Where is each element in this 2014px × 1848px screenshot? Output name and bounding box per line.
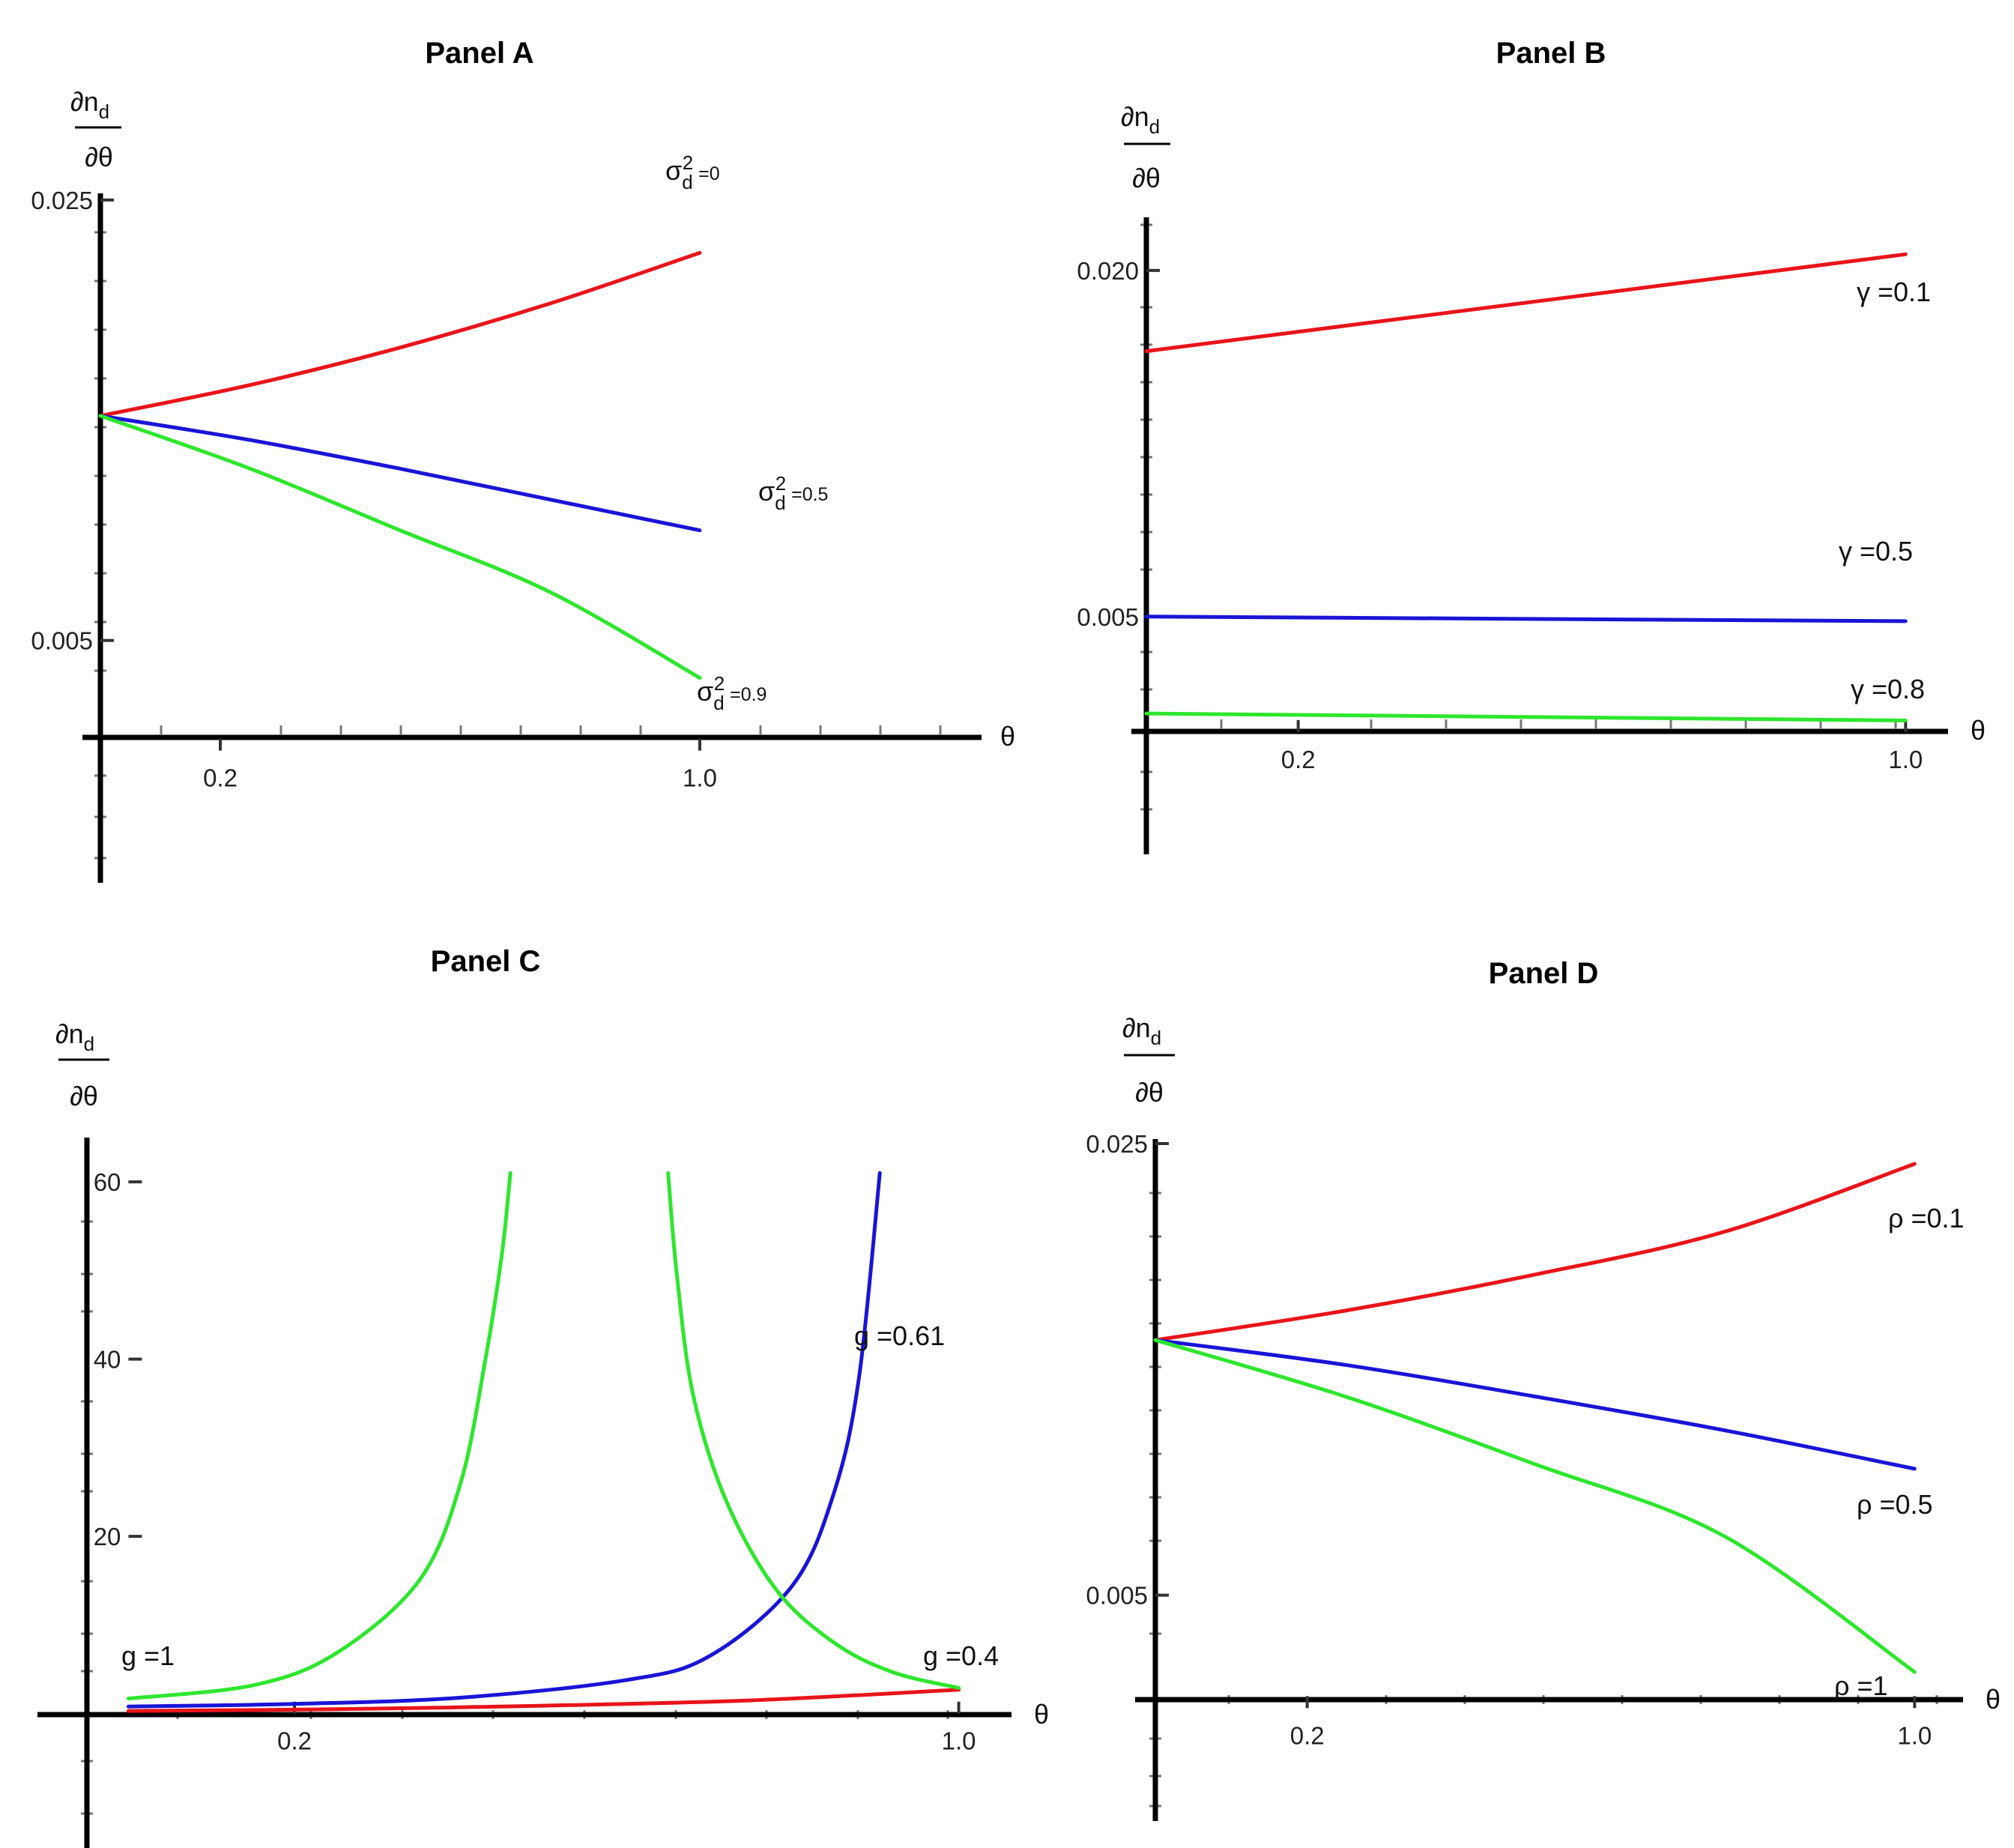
panel-a-annotation-green: σd2 =0.9 bbox=[697, 672, 766, 714]
panel-c-x-tick-label: 0.2 bbox=[277, 1727, 312, 1755]
panel-d-ylabel-denominator: ∂θ bbox=[1135, 1077, 1164, 1108]
panel-d-title: Panel D bbox=[1489, 957, 1599, 990]
panel-a-series-red bbox=[98, 250, 702, 418]
panel-a-x-axis-label: θ bbox=[1000, 721, 1015, 752]
panel-c-y-tick-label: 20 bbox=[94, 1523, 121, 1550]
panel-a-y-tick-label: 0.025 bbox=[31, 187, 93, 214]
panel-c-ylabel-numerator: ∂n bbox=[55, 1018, 84, 1049]
panel-c-annotation-green: g =0.4 bbox=[923, 1640, 999, 1671]
panel-b-minor-ticks bbox=[1140, 223, 1897, 811]
panel-d-annotation-blue: ρ =0.5 bbox=[1857, 1489, 1933, 1520]
panel-b-x-tick-label: 1.0 bbox=[1888, 746, 1923, 773]
panel-c: Panel C ∂nd ∂θ θ 0.2 1.0 20 40 60 g =1 g =0.… bbox=[37, 945, 1049, 1848]
svg-text:∂nd: ∂nd bbox=[55, 1018, 94, 1055]
panel-d-series-green bbox=[1153, 1338, 1917, 1674]
panel-c-ylabel-denominator: ∂θ bbox=[70, 1081, 98, 1111]
panel-a-series-blue bbox=[98, 414, 702, 533]
panel-b-annotation-blue: γ =0.5 bbox=[1839, 536, 1913, 567]
panel-b: Panel B ∂nd ∂θ θ 0.2 1.0 0.005 0.020 γ =0.1… bbox=[1077, 37, 1986, 854]
panel-c-ylabel-subscript: d bbox=[84, 1033, 94, 1055]
panel-d-ylabel: ∂nd ∂θ bbox=[1122, 1012, 1175, 1108]
panel-b-ylabel-denominator: ∂θ bbox=[1132, 163, 1161, 193]
panel-a-x-tick-label: 1.0 bbox=[683, 764, 717, 792]
svg-text:∂nd: ∂nd bbox=[1121, 101, 1160, 138]
panel-b-annotation-red: γ =0.1 bbox=[1857, 277, 1931, 307]
panel-b-ylabel: ∂nd ∂θ bbox=[1121, 101, 1170, 193]
panel-d-minor-ticks bbox=[1149, 1192, 1938, 1808]
panel-b-series-green bbox=[1144, 711, 1908, 722]
panel-a-annotation-red: σd2 =0 bbox=[665, 151, 720, 193]
panel-a-ylabel-denominator: ∂θ bbox=[85, 142, 113, 172]
panel-a-annotation-blue: σd2 =0.5 bbox=[758, 472, 828, 514]
panel-b-series-red bbox=[1144, 252, 1908, 354]
panel-b-ylabel-numerator: ∂n bbox=[1121, 101, 1149, 132]
panel-d: Panel D ∂nd ∂θ θ 0.2 1.0 0.005 0.025 ρ =0.1… bbox=[1086, 957, 2001, 1821]
panel-c-title: Panel C bbox=[431, 945, 541, 978]
panel-d-series-blue bbox=[1153, 1338, 1917, 1471]
panel-b-annotation-green: γ =0.8 bbox=[1851, 674, 1925, 704]
panel-a: Panel A ∂nd ∂θ θ 0.2 1.0 0.005 0.025 σd2 =0… bbox=[31, 37, 1015, 883]
panel-c-y-tick-label: 60 bbox=[94, 1168, 121, 1196]
svg-text:∂nd: ∂nd bbox=[70, 86, 109, 123]
panel-c-series-green-left bbox=[126, 1171, 512, 1701]
panel-a-series-green bbox=[98, 414, 702, 680]
panel-d-annotation-red: ρ =0.1 bbox=[1888, 1203, 1965, 1233]
panel-b-x-axis-label: θ bbox=[1971, 715, 1986, 746]
panel-c-annotation-red: g =1 bbox=[121, 1640, 175, 1671]
svg-text:∂nd: ∂nd bbox=[1122, 1012, 1161, 1049]
panel-c-x-axis-label: θ bbox=[1034, 1699, 1049, 1730]
panel-c-x-tick-label: 1.0 bbox=[942, 1727, 976, 1755]
panel-d-x-tick-label: 0.2 bbox=[1290, 1721, 1325, 1749]
panel-b-y-tick-label: 0.005 bbox=[1077, 603, 1139, 631]
panel-a-y-tick-label: 0.005 bbox=[31, 627, 93, 655]
panel-b-y-tick-label: 0.020 bbox=[1077, 257, 1139, 285]
panel-c-minor-ticks bbox=[81, 1220, 949, 1815]
panel-c-y-tick-label: 40 bbox=[94, 1346, 121, 1374]
panel-a-x-tick-label: 0.2 bbox=[203, 764, 238, 792]
panel-c-series-blue bbox=[126, 1171, 882, 1709]
panel-d-ylabel-subscript: d bbox=[1151, 1027, 1161, 1049]
panel-b-title: Panel B bbox=[1496, 37, 1606, 70]
panel-d-x-tick-label: 1.0 bbox=[1897, 1721, 1932, 1749]
panel-c-series-green-right bbox=[666, 1171, 961, 1690]
panel-c-annotation-blue: g =0.61 bbox=[854, 1320, 945, 1351]
panel-c-series-red bbox=[126, 1688, 961, 1713]
panel-d-x-axis-label: θ bbox=[1986, 1684, 2001, 1715]
panel-d-ylabel-numerator: ∂n bbox=[1122, 1012, 1151, 1043]
panel-d-series-red bbox=[1153, 1162, 1917, 1342]
panel-d-y-tick-label: 0.005 bbox=[1086, 1582, 1148, 1610]
panel-b-series-blue bbox=[1144, 615, 1908, 623]
panel-a-ylabel: ∂nd ∂θ bbox=[70, 86, 121, 172]
panel-d-y-tick-label: 0.025 bbox=[1086, 1130, 1148, 1158]
panel-b-x-tick-label: 0.2 bbox=[1281, 746, 1316, 773]
panel-c-ylabel: ∂nd ∂θ bbox=[55, 1018, 109, 1111]
panel-d-annotation-green: ρ =1 bbox=[1834, 1670, 1888, 1701]
panel-a-ylabel-subscript: d bbox=[99, 100, 109, 123]
panel-a-ylabel-numerator: ∂n bbox=[70, 86, 99, 117]
panel-a-title: Panel A bbox=[425, 37, 533, 70]
panel-b-ylabel-subscript: d bbox=[1149, 115, 1160, 138]
